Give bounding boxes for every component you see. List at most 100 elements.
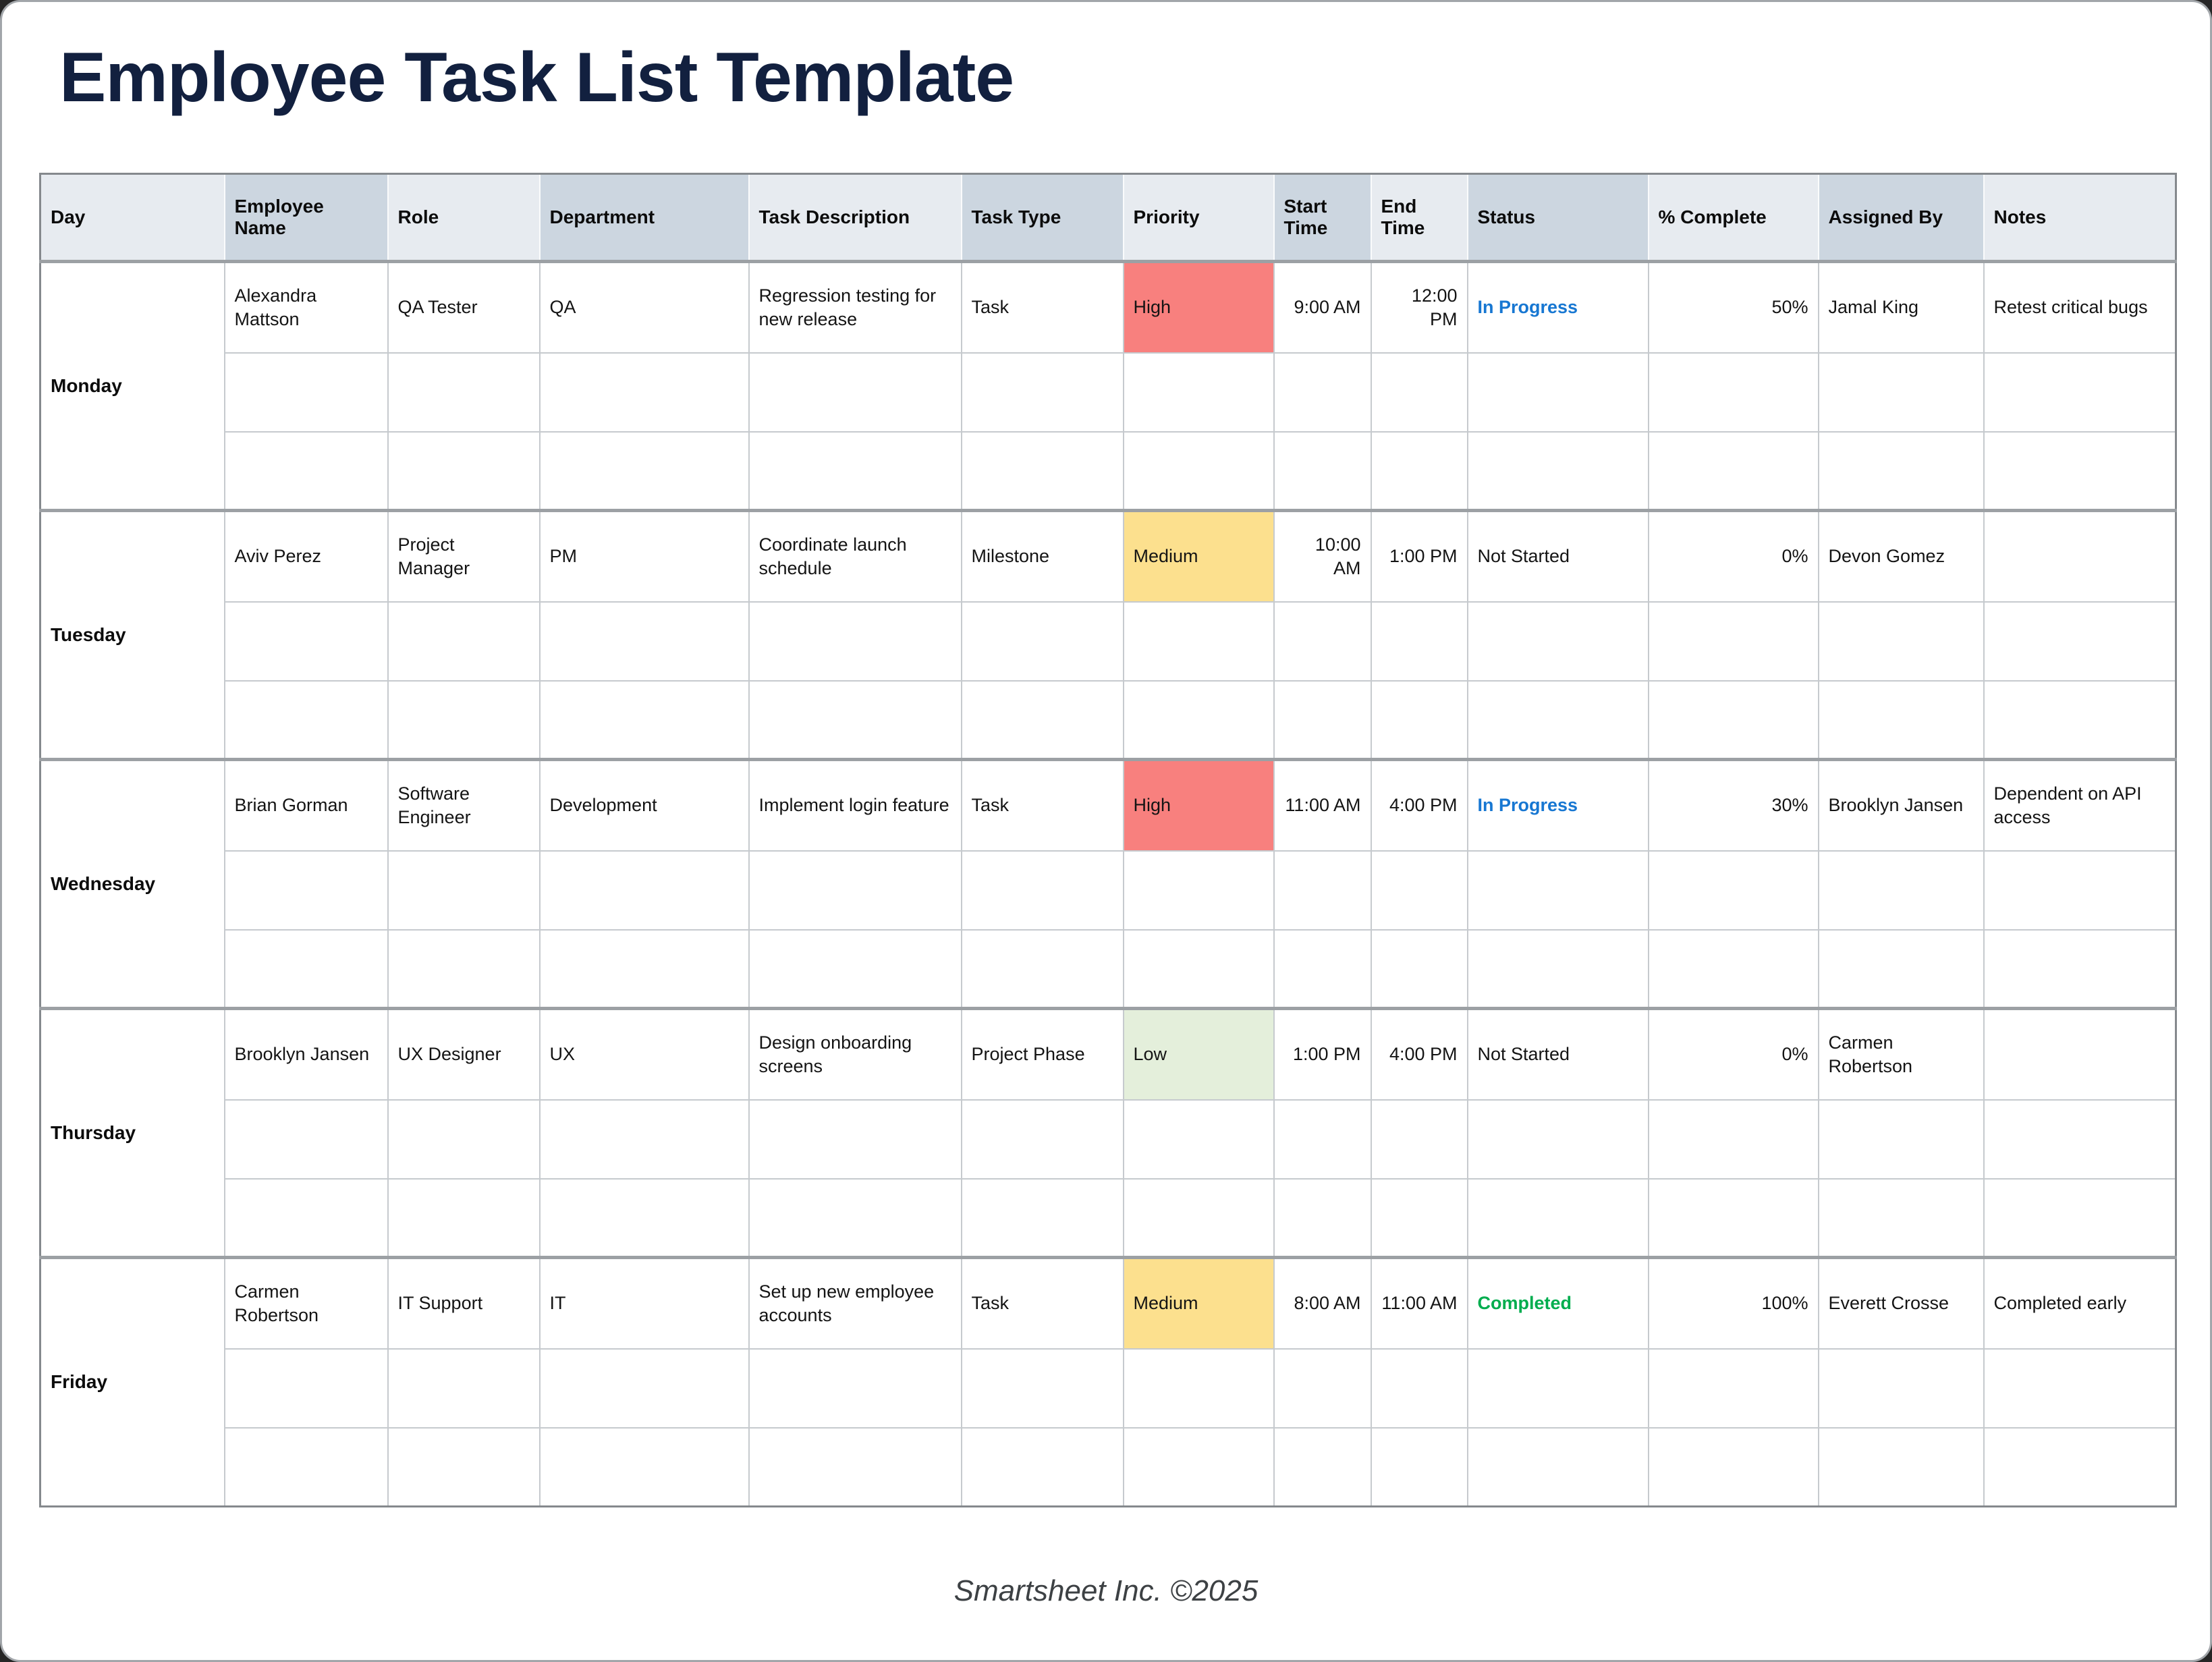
cell-start-time: 1:00 PM bbox=[1273, 1007, 1372, 1101]
cell-department bbox=[538, 1178, 750, 1258]
cell-employee-name bbox=[223, 1426, 389, 1507]
cell-start-time: 9:00 AM bbox=[1273, 260, 1372, 354]
cell-start-time: 8:00 AM bbox=[1273, 1256, 1372, 1350]
cell-end-time: 11:00 AM bbox=[1370, 1256, 1468, 1350]
cell-priority bbox=[1122, 1426, 1275, 1507]
cell-percent-complete: 0% bbox=[1647, 509, 1819, 603]
cell-status bbox=[1466, 1178, 1649, 1258]
cell-end-time bbox=[1370, 680, 1468, 760]
cell-start-time bbox=[1273, 601, 1372, 682]
cell-priority bbox=[1122, 352, 1275, 433]
cell-employee-name bbox=[223, 929, 389, 1009]
empty-row bbox=[40, 352, 2177, 433]
task-row: Tuesday Aviv Perez Project Manager PM Coordi… bbox=[39, 509, 2177, 760]
cell-priority: High bbox=[1122, 260, 1275, 354]
cell-percent-complete: 30% bbox=[1647, 758, 1819, 852]
cell-department bbox=[538, 352, 750, 433]
cell-percent-complete bbox=[1647, 1426, 1819, 1507]
col-header-role: Role bbox=[387, 173, 540, 263]
cell-start-time: 11:00 AM bbox=[1273, 758, 1372, 852]
col-header-start-time: Start Time bbox=[1273, 173, 1371, 263]
cell-notes bbox=[1983, 509, 2177, 603]
empty-row bbox=[40, 431, 2177, 511]
cell-end-time bbox=[1370, 1426, 1468, 1507]
cell-percent-complete bbox=[1647, 431, 1819, 511]
cell-status bbox=[1466, 1348, 1649, 1429]
cell-assigned-by bbox=[1817, 680, 1985, 760]
cell-notes bbox=[1983, 850, 2177, 931]
cell-task-description: Coordinate launch schedule bbox=[748, 509, 962, 603]
cell-notes: Completed early bbox=[1983, 1256, 2177, 1350]
day-cell: Tuesday bbox=[39, 509, 225, 760]
cell-role bbox=[387, 1099, 541, 1180]
cell-priority bbox=[1122, 929, 1275, 1009]
cell-task-type bbox=[960, 352, 1124, 433]
cell-employee-name: Brooklyn Jansen bbox=[223, 1007, 389, 1101]
cell-status bbox=[1466, 1426, 1649, 1507]
empty-row bbox=[40, 1178, 2177, 1258]
cell-task-description bbox=[748, 1426, 962, 1507]
cell-status bbox=[1466, 1099, 1649, 1180]
cell-notes bbox=[1983, 601, 2177, 682]
cell-department: Development bbox=[538, 758, 750, 852]
cell-assigned-by: Devon Gomez bbox=[1817, 509, 1985, 603]
cell-employee-name bbox=[223, 1348, 389, 1429]
cell-percent-complete bbox=[1647, 1348, 1819, 1429]
cell-employee-name: Aviv Perez bbox=[223, 509, 389, 603]
cell-end-time bbox=[1370, 929, 1468, 1009]
cell-status: In Progress bbox=[1466, 758, 1649, 852]
cell-end-time bbox=[1370, 1099, 1468, 1180]
cell-priority bbox=[1122, 431, 1275, 511]
cell-task-type bbox=[960, 1348, 1124, 1429]
empty-row bbox=[40, 1348, 2177, 1429]
cell-start-time bbox=[1273, 1348, 1372, 1429]
empty-row bbox=[40, 601, 2177, 682]
cell-role bbox=[387, 1426, 541, 1507]
cell-assigned-by: Everett Crosse bbox=[1817, 1256, 1985, 1350]
cell-notes bbox=[1983, 1348, 2177, 1429]
cell-notes bbox=[1983, 431, 2177, 511]
col-header-percent-complete: % Complete bbox=[1647, 173, 1819, 263]
cell-role: Project Manager bbox=[387, 509, 541, 603]
cell-percent-complete bbox=[1647, 1099, 1819, 1180]
cell-assigned-by bbox=[1817, 1348, 1985, 1429]
empty-row bbox=[40, 680, 2177, 760]
cell-priority: Low bbox=[1122, 1007, 1275, 1101]
cell-role: IT Support bbox=[387, 1256, 541, 1350]
cell-end-time bbox=[1370, 352, 1468, 433]
cell-start-time: 10:00 AM bbox=[1273, 509, 1372, 603]
cell-task-type bbox=[960, 431, 1124, 511]
col-header-status: Status bbox=[1466, 173, 1649, 263]
cell-employee-name: Alexandra Mattson bbox=[223, 260, 389, 354]
cell-end-time bbox=[1370, 1348, 1468, 1429]
cell-role bbox=[387, 352, 541, 433]
cell-task-description bbox=[748, 431, 962, 511]
cell-end-time bbox=[1370, 601, 1468, 682]
cell-role bbox=[387, 431, 541, 511]
day-cell: Wednesday bbox=[39, 758, 225, 1009]
cell-role bbox=[387, 929, 541, 1009]
cell-end-time: 4:00 PM bbox=[1370, 1007, 1468, 1101]
cell-department bbox=[538, 601, 750, 682]
cell-notes bbox=[1983, 680, 2177, 760]
cell-status: In Progress bbox=[1466, 260, 1649, 354]
cell-percent-complete: 50% bbox=[1647, 260, 1819, 354]
cell-end-time bbox=[1370, 850, 1468, 931]
cell-assigned-by: Brooklyn Jansen bbox=[1817, 758, 1985, 852]
cell-end-time: 4:00 PM bbox=[1370, 758, 1468, 852]
cell-start-time bbox=[1273, 850, 1372, 931]
cell-task-type: Milestone bbox=[960, 509, 1124, 603]
cell-notes bbox=[1983, 1099, 2177, 1180]
cell-employee-name: Brian Gorman bbox=[223, 758, 389, 852]
cell-assigned-by bbox=[1817, 850, 1985, 931]
task-row: Wednesday Brian Gorman Software Engineer De… bbox=[39, 758, 2177, 1009]
col-header-assigned-by: Assigned By bbox=[1817, 173, 1984, 263]
cell-end-time: 1:00 PM bbox=[1370, 509, 1468, 603]
cell-priority bbox=[1122, 1348, 1275, 1429]
cell-priority bbox=[1122, 1099, 1275, 1180]
cell-department bbox=[538, 929, 750, 1009]
cell-start-time bbox=[1273, 929, 1372, 1009]
cell-employee-name bbox=[223, 850, 389, 931]
cell-employee-name bbox=[223, 1099, 389, 1180]
cell-department bbox=[538, 1099, 750, 1180]
